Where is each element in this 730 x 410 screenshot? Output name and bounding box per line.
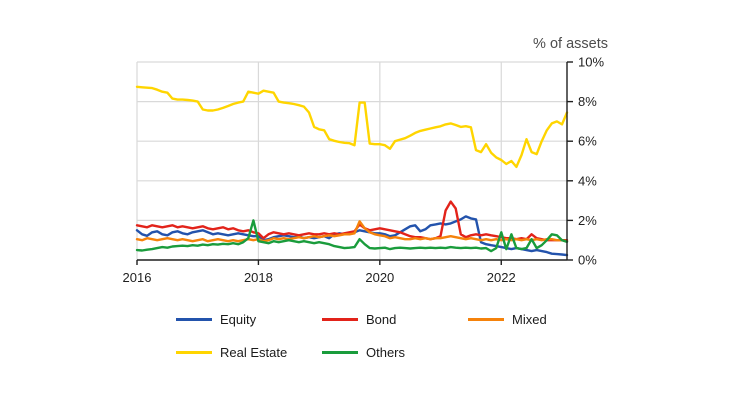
x-tick-label-2022: 2022 <box>487 270 516 285</box>
y-tick-label-4%: 4% <box>578 173 597 188</box>
legend: Equity Bond Mixed Real Estate Others <box>176 303 614 369</box>
series-line-mixed <box>135 220 569 243</box>
series-line-real-estate <box>135 85 569 169</box>
legend-label-real-estate: Real Estate <box>220 345 288 360</box>
bond-line-swatch <box>322 317 358 322</box>
y-tick-label-6%: 6% <box>578 134 597 149</box>
y-tick-label-8%: 8% <box>578 94 597 109</box>
others-line-swatch <box>322 350 358 355</box>
real-estate-line-swatch <box>176 350 212 355</box>
series-line-bond <box>135 200 569 242</box>
equity-line-swatch <box>176 317 212 322</box>
legend-label-equity: Equity <box>220 312 257 327</box>
x-tick-label-2018: 2018 <box>244 270 273 285</box>
legend-item-others: Others <box>322 345 468 360</box>
y-tick-label-2%: 2% <box>578 213 597 228</box>
legend-item-real-estate: Real Estate <box>176 345 322 360</box>
legend-label-bond: Bond <box>366 312 397 327</box>
series-line-others <box>135 219 569 253</box>
mixed-line-swatch <box>468 317 504 322</box>
legend-item-bond: Bond <box>322 312 468 327</box>
y-tick-label-0%: 0% <box>578 253 597 268</box>
legend-item-equity: Equity <box>176 312 322 327</box>
legend-item-mixed: Mixed <box>468 312 614 327</box>
legend-label-mixed: Mixed <box>512 312 547 327</box>
x-tick-label-2020: 2020 <box>365 270 394 285</box>
y-axis-title: % of assets <box>533 36 608 52</box>
x-tick-label-2016: 2016 <box>123 270 152 285</box>
y-tick-label-10%: 10% <box>578 55 604 70</box>
legend-label-others: Others <box>366 345 406 360</box>
